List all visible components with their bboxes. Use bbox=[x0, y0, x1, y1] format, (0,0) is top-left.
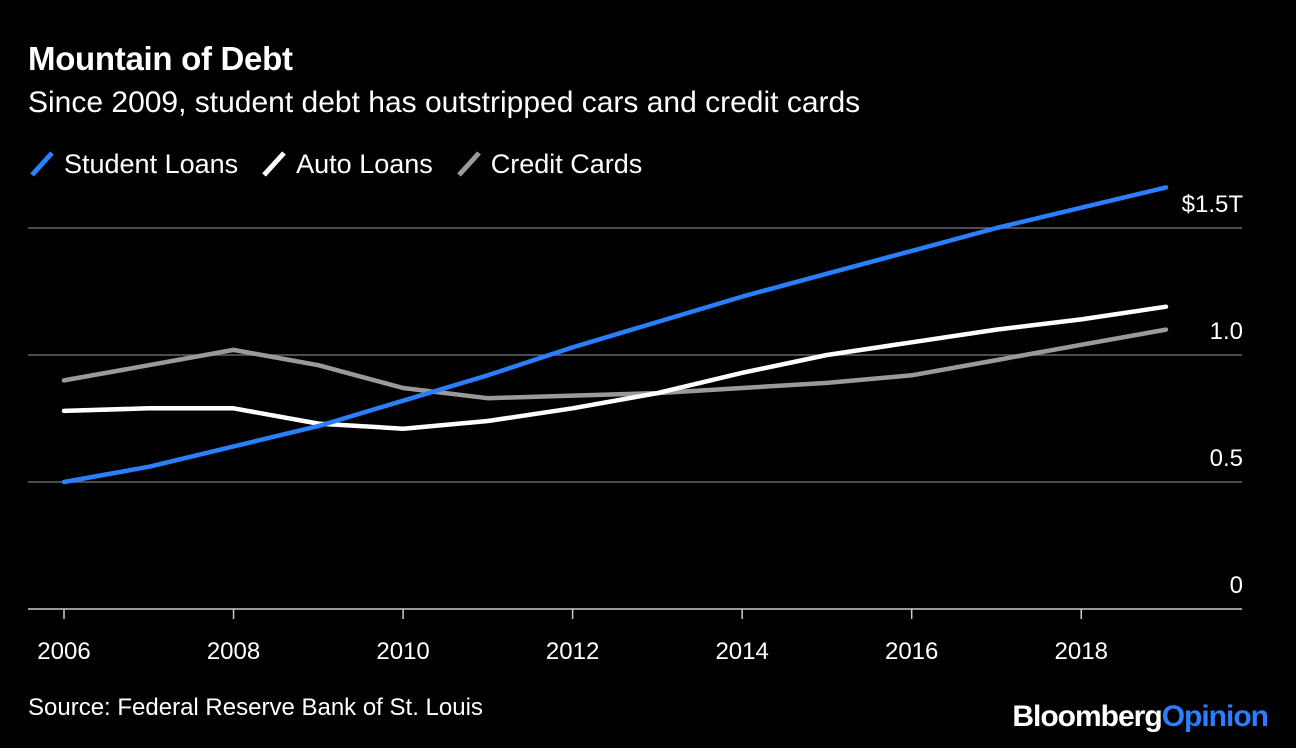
x-tick-label: 2008 bbox=[207, 638, 260, 665]
legend: Student Loans Auto Loans Credit Cards bbox=[28, 146, 664, 182]
legend-item-credit-cards: Credit Cards bbox=[455, 148, 643, 180]
legend-swatch-student-loans bbox=[30, 151, 54, 177]
x-tick-label: 2006 bbox=[37, 638, 90, 665]
brand-part-opinion: Opinion bbox=[1161, 700, 1269, 733]
brand-logo: BloombergOpinion bbox=[1012, 700, 1269, 734]
chart-subtitle: Since 2009, student debt has outstripped… bbox=[28, 86, 861, 119]
chart-title: Mountain of Debt bbox=[28, 40, 293, 77]
x-tick-label: 2016 bbox=[885, 638, 938, 665]
series-line-auto-loans bbox=[61, 304, 1169, 431]
x-tick-label: 2018 bbox=[1055, 638, 1108, 665]
x-tick-label: 2010 bbox=[376, 638, 429, 665]
brand-part-bloomberg: Bloomberg bbox=[1012, 700, 1162, 733]
legend-item-auto-loans: Auto Loans bbox=[260, 149, 433, 180]
legend-label-student-loans: Student Loans bbox=[64, 148, 239, 179]
source-note: Source: Federal Reserve Bank of St. Loui… bbox=[28, 694, 483, 721]
legend-label-auto-loans: Auto Loans bbox=[296, 148, 433, 179]
y-tick-label: 0.5 bbox=[1210, 445, 1243, 472]
x-tick-label: 2014 bbox=[715, 638, 768, 665]
x-tick-label: 2012 bbox=[546, 638, 599, 665]
y-tick-label: 1.0 bbox=[1210, 318, 1243, 345]
legend-item-student-loans: Student Loans bbox=[28, 149, 238, 180]
y-tick-label: $1.5T bbox=[1182, 191, 1244, 218]
series-line-student-loans bbox=[61, 185, 1169, 485]
legend-swatch-credit-cards bbox=[456, 151, 481, 177]
legend-label-credit-cards: Credit Cards bbox=[490, 148, 643, 179]
series-line-credit-cards bbox=[61, 327, 1169, 401]
y-tick-label: 0 bbox=[1230, 572, 1243, 599]
legend-swatch-auto-loans bbox=[262, 151, 287, 177]
